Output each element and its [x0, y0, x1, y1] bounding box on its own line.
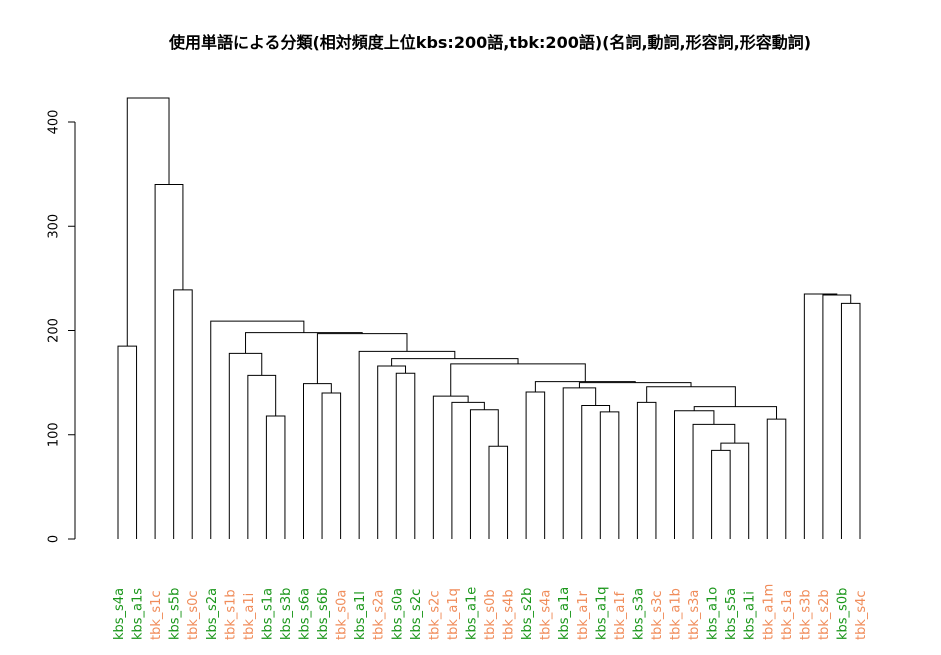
leaf-label: tbk_s3a: [687, 590, 702, 640]
leaf-label: kbs_a1e: [464, 587, 479, 640]
leaf-label: kbs_a1s: [131, 588, 146, 640]
dendrogram-branch: [599, 411, 620, 539]
dendrogram-branch: [265, 415, 286, 539]
dendrogram-branch: [173, 289, 193, 539]
dendrogram-branch: [247, 374, 277, 539]
dendrogram-branch: [720, 442, 750, 539]
dendrogram-branch: [117, 345, 138, 539]
dendrogram-branch: [636, 401, 657, 539]
leaf-label: tbk_s1c: [149, 590, 164, 640]
leaf-label: tbk_s3b: [798, 589, 813, 640]
dendrogram-branch: [395, 372, 416, 539]
leaf-label: kbs_a1i: [743, 591, 758, 640]
leaf-label: kbs_a1q: [594, 586, 609, 640]
leaf-label: kbs_s0b: [835, 588, 850, 640]
leaf-label: tbk_a1i: [242, 593, 257, 640]
dendrogram-branch: [154, 184, 184, 539]
chart-title: 使用単語による分類(相対頻度上位kbs:200語,tbk:200語)(名詞,動詞…: [168, 33, 811, 52]
leaf-label: kbs_s2c: [409, 589, 424, 640]
leaf-label: kbs_s4a: [112, 588, 127, 640]
leaf-label: tbk_s0b: [483, 589, 498, 640]
leaf-label: tbk_s2a: [372, 590, 387, 640]
dendrogram-branch: [245, 332, 363, 354]
dendrogram-branch: [377, 365, 407, 539]
y-tick-label: 100: [47, 422, 62, 447]
dendrogram-branch: [693, 406, 778, 420]
dendrogram-branch: [469, 409, 499, 539]
dendrogram-branch: [692, 423, 736, 539]
dendrogram-branch: [451, 401, 485, 539]
dendrogram-branch: [210, 320, 305, 539]
dendrogram-branch: [803, 293, 838, 539]
leaf-label: tbk_s3c: [650, 590, 665, 640]
dendrogram-branch: [358, 350, 456, 539]
leaf-label: tbk_a1b: [669, 588, 684, 640]
leaf-label: kbs_s2a: [205, 588, 220, 640]
y-tick-label: 0: [47, 535, 62, 543]
dendrogram-branch: [581, 405, 611, 539]
y-tick-label: 200: [47, 318, 62, 343]
leaf-label: tbk_s0c: [186, 590, 201, 640]
leaf-label: kbs_a1a: [557, 587, 572, 640]
dendrogram-branch: [488, 445, 509, 539]
y-tick-label: 300: [47, 214, 62, 239]
dendrogram-branches: [117, 97, 861, 539]
leaf-label: kbs_s1a: [260, 588, 275, 640]
dendrogram-branch: [228, 352, 263, 539]
leaf-label: kbs_s2b: [520, 588, 535, 640]
dendrogram-branch: [126, 97, 170, 347]
leaf-label: tbk_s1a: [780, 590, 795, 640]
y-axis: 0 100 200 300 400: [47, 110, 76, 543]
dendrogram-branch: [303, 383, 332, 539]
leaf-label: tbk_s2c: [427, 590, 442, 640]
leaf-label: kbs_s3a: [631, 588, 646, 640]
leaf-label: kbs_s5b: [168, 588, 183, 640]
leaf-labels: kbs_s4a kbs_a1s tbk_s1c kbs_s5b tbk_s0c kbs_s…: [112, 584, 869, 640]
dendrogram-branch: [766, 418, 787, 539]
leaf-label: tbk_s2b: [817, 589, 832, 640]
dendrogram-branch: [432, 395, 469, 539]
dendrogram-branch: [321, 392, 342, 539]
leaf-label: tbk_s1b: [223, 589, 238, 640]
leaf-label: tbk_a1r: [576, 590, 591, 640]
leaf-label: kbs_s6b: [316, 588, 331, 640]
dendrogram-branch: [840, 302, 861, 539]
dendrogram-branch: [562, 387, 597, 539]
y-tick-label: 400: [47, 110, 62, 135]
dendrogram-branch: [711, 449, 731, 539]
leaf-label: tbk_a1f: [613, 591, 628, 640]
dendrogram-branch: [525, 391, 546, 539]
leaf-label: kbs_s6a: [298, 588, 313, 640]
leaf-label: kbs_a1o: [706, 587, 721, 640]
dendrogram-branch: [822, 294, 852, 539]
leaf-label: tbk_a1m: [761, 584, 776, 640]
dendrogram-branch: [450, 363, 586, 397]
dendrogram-branch: [391, 358, 519, 366]
leaf-label: tbk_s4c: [854, 590, 869, 640]
leaf-label: kbs_s5a: [724, 588, 739, 640]
leaf-label: kbs_a1l: [353, 591, 368, 640]
dendrogram-branch: [316, 333, 408, 384]
leaf-label: tbk_s4b: [502, 589, 517, 640]
leaf-label: kbs_s0a: [390, 588, 405, 640]
dendrogram-branch: [534, 381, 636, 393]
leaf-label: kbs_s3b: [279, 588, 294, 640]
dendrogram-branch: [674, 410, 715, 539]
dendrogram-branch: [646, 386, 736, 407]
leaf-label: tbk_s0a: [335, 590, 350, 640]
leaf-label: tbk_s4a: [539, 590, 554, 640]
leaf-label: tbk_a1q: [446, 588, 461, 640]
